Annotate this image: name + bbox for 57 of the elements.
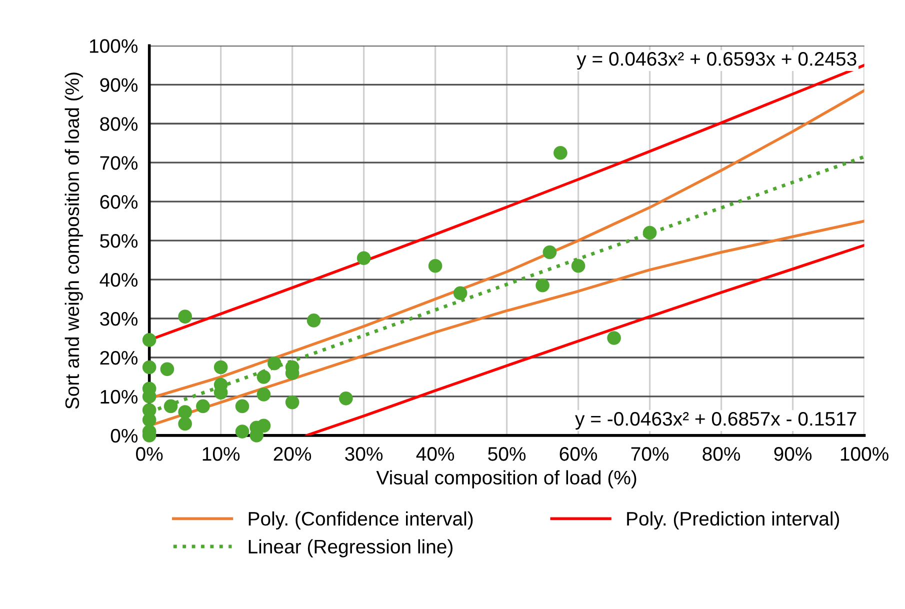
x-tick-label: 30% <box>345 447 383 461</box>
y-tick-label: 0% <box>110 428 138 443</box>
point <box>356 251 371 265</box>
point <box>178 310 192 324</box>
point <box>536 278 550 292</box>
point <box>642 226 657 240</box>
point <box>285 395 300 410</box>
x-tick-label: 100% <box>840 447 888 461</box>
point <box>607 331 621 345</box>
point <box>142 360 156 374</box>
y-tick-label: 60% <box>100 195 138 209</box>
legend-label: Poly. (Confidence interval) <box>248 511 473 530</box>
point <box>164 399 178 414</box>
point <box>256 388 271 402</box>
x-tick-label: 50% <box>488 447 526 461</box>
point <box>160 362 174 376</box>
point <box>453 286 468 300</box>
point <box>542 245 557 260</box>
point <box>256 370 271 384</box>
x-tick-label: 90% <box>774 447 812 461</box>
x-tick-label: 60% <box>560 447 598 461</box>
point <box>306 314 321 328</box>
x-tick-label: 10% <box>202 447 240 461</box>
point <box>178 416 192 431</box>
y-axis-title: Sort and weigh composition of load (%) <box>64 72 83 409</box>
y-tick-label: 70% <box>100 156 138 170</box>
point <box>214 360 228 374</box>
y-tick-label: 10% <box>100 390 138 404</box>
y-tick-label: 80% <box>100 117 138 131</box>
y-tick-label: 40% <box>100 273 138 287</box>
point <box>142 333 156 347</box>
legend-label: Poly. (Prediction interval) <box>627 511 840 530</box>
point <box>235 424 250 438</box>
y-tick-label: 100% <box>90 39 138 53</box>
y-tick-label: 90% <box>100 78 138 92</box>
x-tick-label: 40% <box>416 447 454 461</box>
point <box>196 399 210 414</box>
x-tick-label: 0% <box>136 447 163 461</box>
legend-label: Linear (Regression line) <box>248 539 452 558</box>
point <box>268 356 282 370</box>
x-tick-label: 80% <box>702 447 740 461</box>
annotation: y = 0.0463x² + 0.6593x + 0.2453 <box>576 52 856 70</box>
point <box>428 258 442 273</box>
point <box>339 392 353 406</box>
y-tick-label: 50% <box>100 234 138 248</box>
point <box>571 258 586 273</box>
y-tick-label: 20% <box>100 350 138 365</box>
x-axis-title: Visual composition of load (%) <box>376 470 636 488</box>
x-tick-label: 70% <box>631 447 669 461</box>
point <box>235 399 250 414</box>
y-tick-label: 30% <box>100 312 138 326</box>
x-tick-label: 20% <box>274 447 312 461</box>
point <box>256 418 271 433</box>
line-series <box>305 244 864 436</box>
point <box>178 405 192 419</box>
point <box>554 146 568 160</box>
annotation: y = -0.0463x² + 0.6857x - 0.1517 <box>575 412 856 430</box>
